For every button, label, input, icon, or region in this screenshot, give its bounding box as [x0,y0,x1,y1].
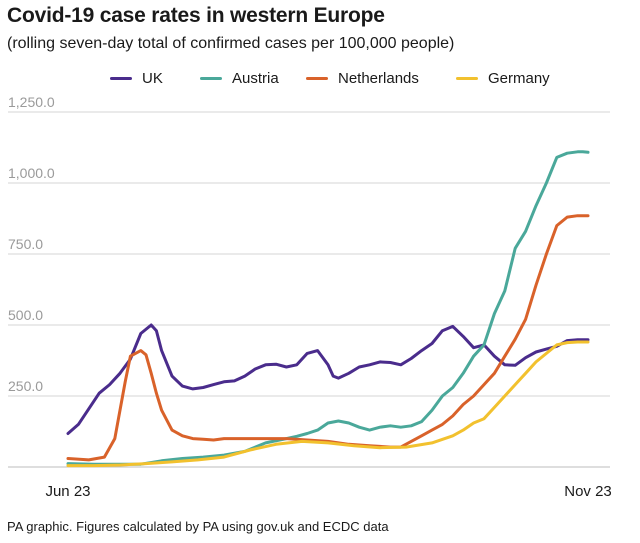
legend-swatch-germany [456,77,478,80]
legend-label-austria: Austria [232,70,279,87]
legend-swatch-uk [110,77,132,80]
series-line-germany [66,340,590,468]
legend-item-uk: UK [110,70,163,87]
series-line-austria [66,150,590,466]
y-tick-label-3: 1,000.0 [8,165,55,181]
legend-label-germany: Germany [488,70,550,87]
y-tick-label-4: 1,250.0 [8,94,55,110]
legend-label-uk: UK [142,70,163,87]
legend-item-germany: Germany [456,70,550,87]
y-tick-label-1: 500.0 [8,307,43,323]
x-tick-label-1: Nov 23 [564,483,612,500]
legend-swatch-austria [200,77,222,80]
legend-label-netherlands: Netherlands [338,70,419,87]
footer-source: PA graphic. Figures calculated by PA usi… [7,519,389,534]
chart-subtitle: (rolling seven-day total of confirmed ca… [7,35,455,52]
legend-item-netherlands: Netherlands [306,70,419,87]
chart-title: Covid-19 case rates in western Europe [7,4,385,27]
legend-item-austria: Austria [200,70,279,87]
y-tick-label-0: 250.0 [8,378,43,394]
legend: UK Austria Netherlands Germany [0,70,640,92]
y-tick-label-2: 750.0 [8,236,43,252]
series-line-uk [66,323,590,435]
x-tick-label-0: Jun 23 [45,483,90,500]
legend-swatch-netherlands [306,77,328,80]
